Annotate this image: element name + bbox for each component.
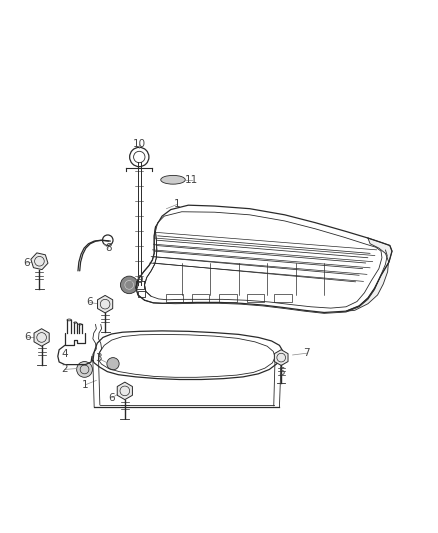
Polygon shape [98,295,113,313]
Ellipse shape [161,175,185,184]
Text: 2: 2 [61,365,68,374]
Text: 7: 7 [303,348,310,358]
Text: 4: 4 [61,349,68,359]
Bar [192,294,209,302]
Polygon shape [31,253,48,270]
Polygon shape [34,329,49,346]
Bar [247,294,264,302]
Text: 6: 6 [23,258,30,268]
Text: 5: 5 [278,367,285,377]
Text: 8: 8 [105,243,112,253]
Bar [274,294,292,302]
Text: 1: 1 [82,379,89,390]
Circle shape [107,358,119,370]
Text: 10: 10 [133,139,146,149]
Text: 6: 6 [24,333,31,343]
Circle shape [77,361,92,377]
Text: 6: 6 [108,393,115,403]
Bar [219,294,237,302]
Bar [166,294,183,302]
Text: 9: 9 [136,274,143,285]
Text: 11: 11 [185,175,198,185]
Polygon shape [117,382,132,400]
Text: 3: 3 [95,353,102,364]
Text: 6: 6 [86,297,93,308]
Circle shape [120,276,138,294]
Polygon shape [274,350,288,366]
Text: 1: 1 [174,199,181,209]
Polygon shape [346,238,392,311]
